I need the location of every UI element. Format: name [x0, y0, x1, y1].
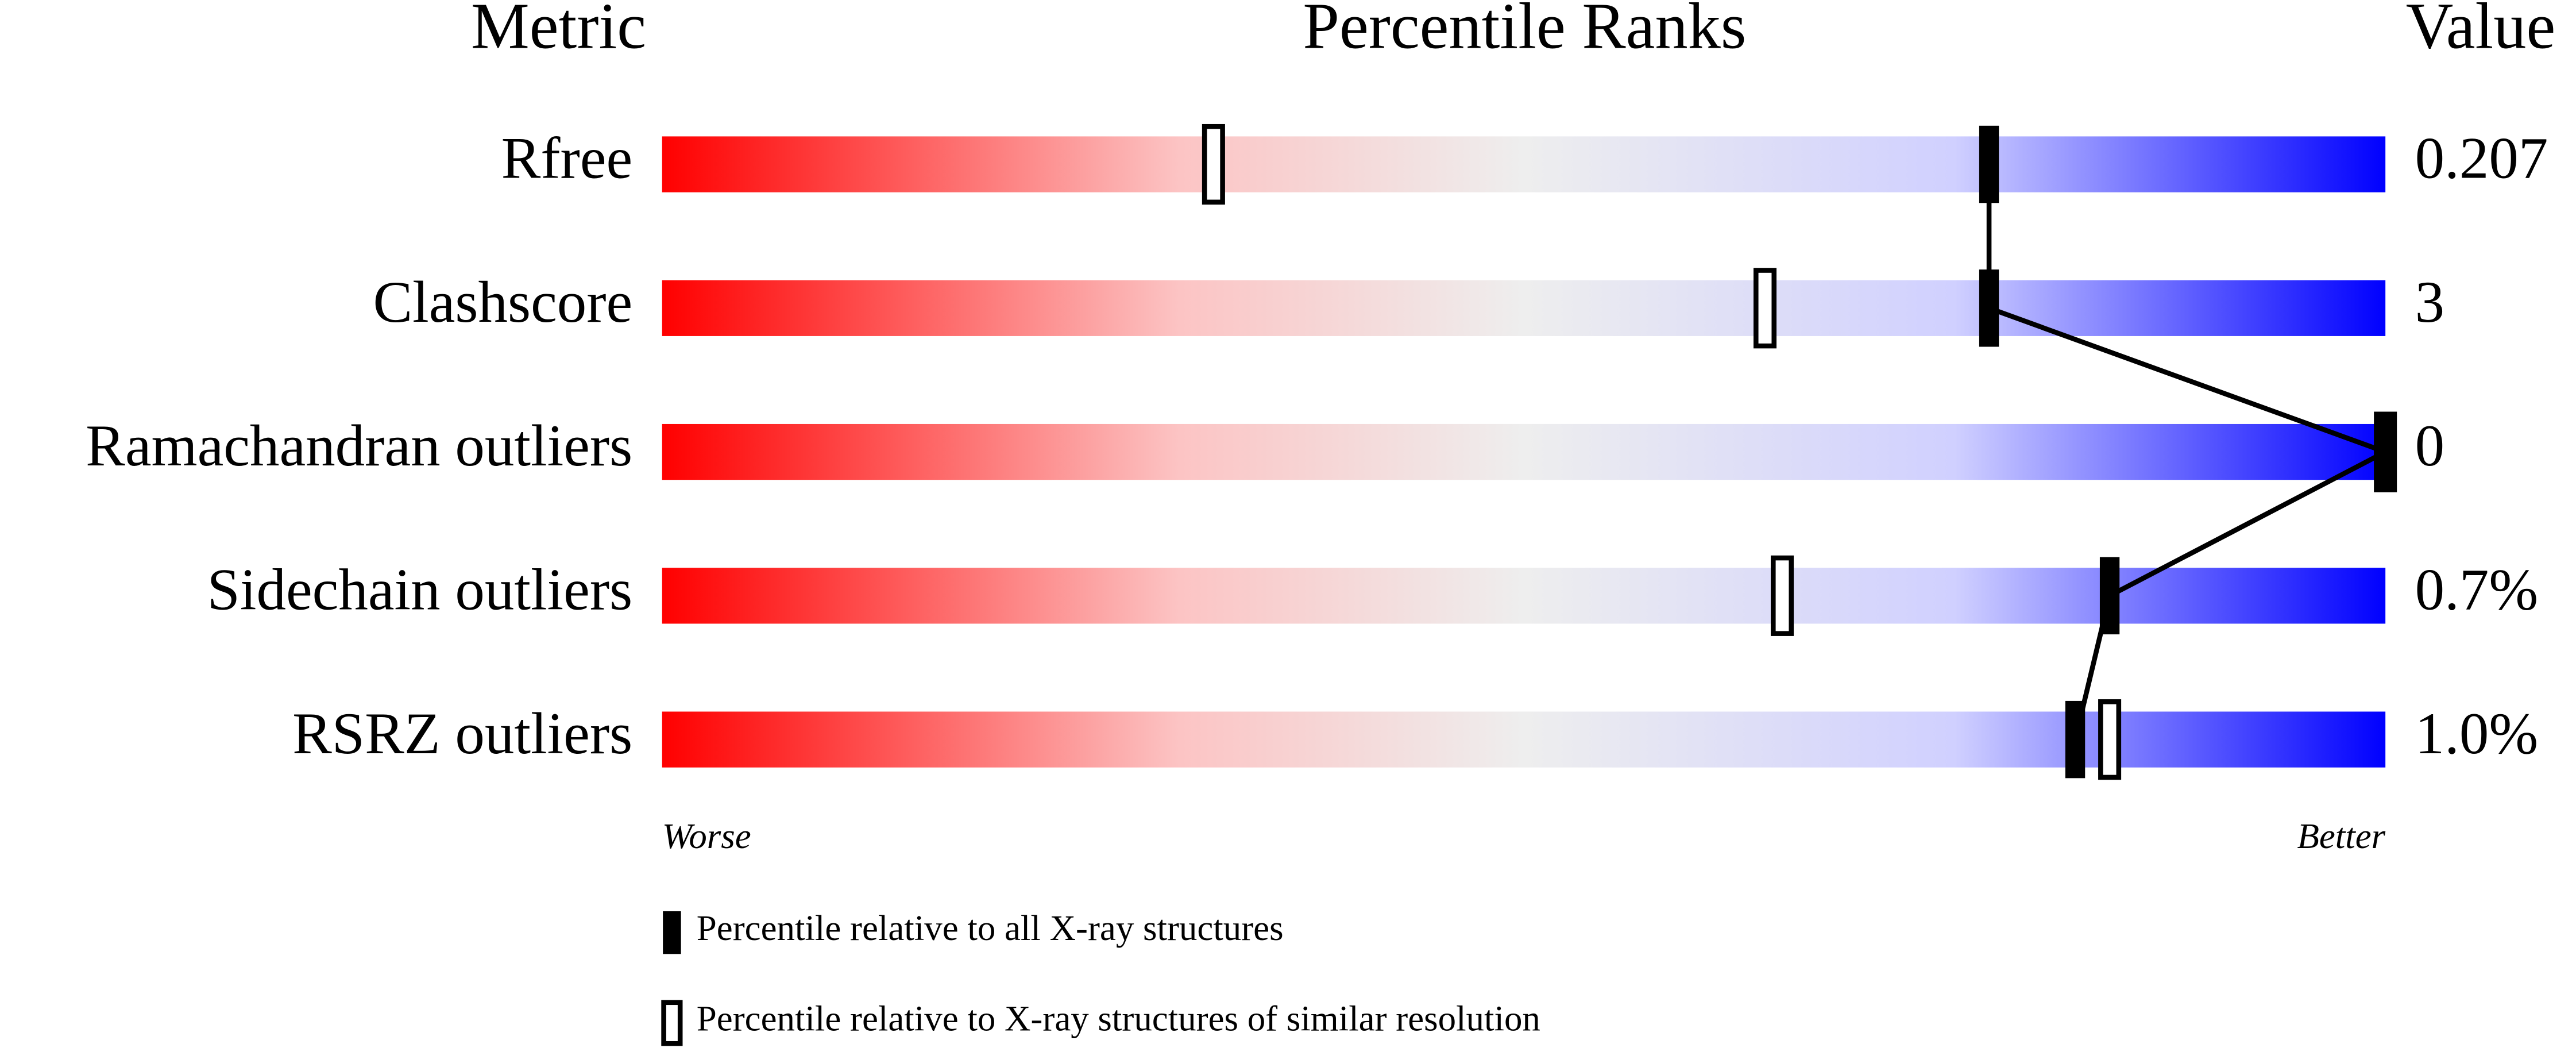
metric-value: 0.7%	[2415, 557, 2539, 622]
legend-marker	[663, 911, 681, 954]
metric-value: 0	[2415, 413, 2444, 479]
percentile-marker	[2098, 699, 2122, 780]
metric-value: 0.207	[2415, 126, 2548, 191]
legend-label: Percentile relative to all X-ray structu…	[697, 908, 1284, 948]
header-percentile: Percentile Ranks	[1303, 0, 1746, 62]
metric-label: Rfree	[501, 126, 633, 191]
header-value: Value	[2406, 0, 2556, 62]
percentile-marker	[1753, 268, 1777, 349]
header-metric: Metric	[471, 0, 646, 62]
percentile-marker	[1979, 125, 1999, 203]
metric-label: Clashscore	[373, 269, 632, 335]
metric-value: 1.0%	[2415, 701, 2539, 766]
percentile-bar	[662, 711, 2386, 768]
better-label: Better	[2297, 816, 2385, 856]
percentile-marker	[1979, 269, 1999, 347]
percentile-bar	[662, 136, 2386, 192]
percentile-marker	[2376, 413, 2396, 491]
legend-label: Percentile relative to X-ray structures …	[697, 999, 1540, 1039]
metric-label: RSRZ outliers	[292, 701, 632, 766]
percentile-bar	[662, 568, 2386, 624]
metric-value: 3	[2415, 269, 2444, 335]
percentile-marker	[1770, 555, 1794, 636]
percentile-marker	[2099, 557, 2120, 635]
percentile-bar	[662, 280, 2386, 336]
percentile-marker	[1202, 124, 1225, 205]
percentile-bar	[662, 423, 2386, 480]
legend-marker	[661, 1000, 683, 1046]
worse-label: Worse	[662, 816, 751, 856]
metric-label: Ramachandran outliers	[86, 413, 632, 479]
percentile-marker	[2065, 700, 2085, 779]
metric-label: Sidechain outliers	[207, 557, 633, 622]
